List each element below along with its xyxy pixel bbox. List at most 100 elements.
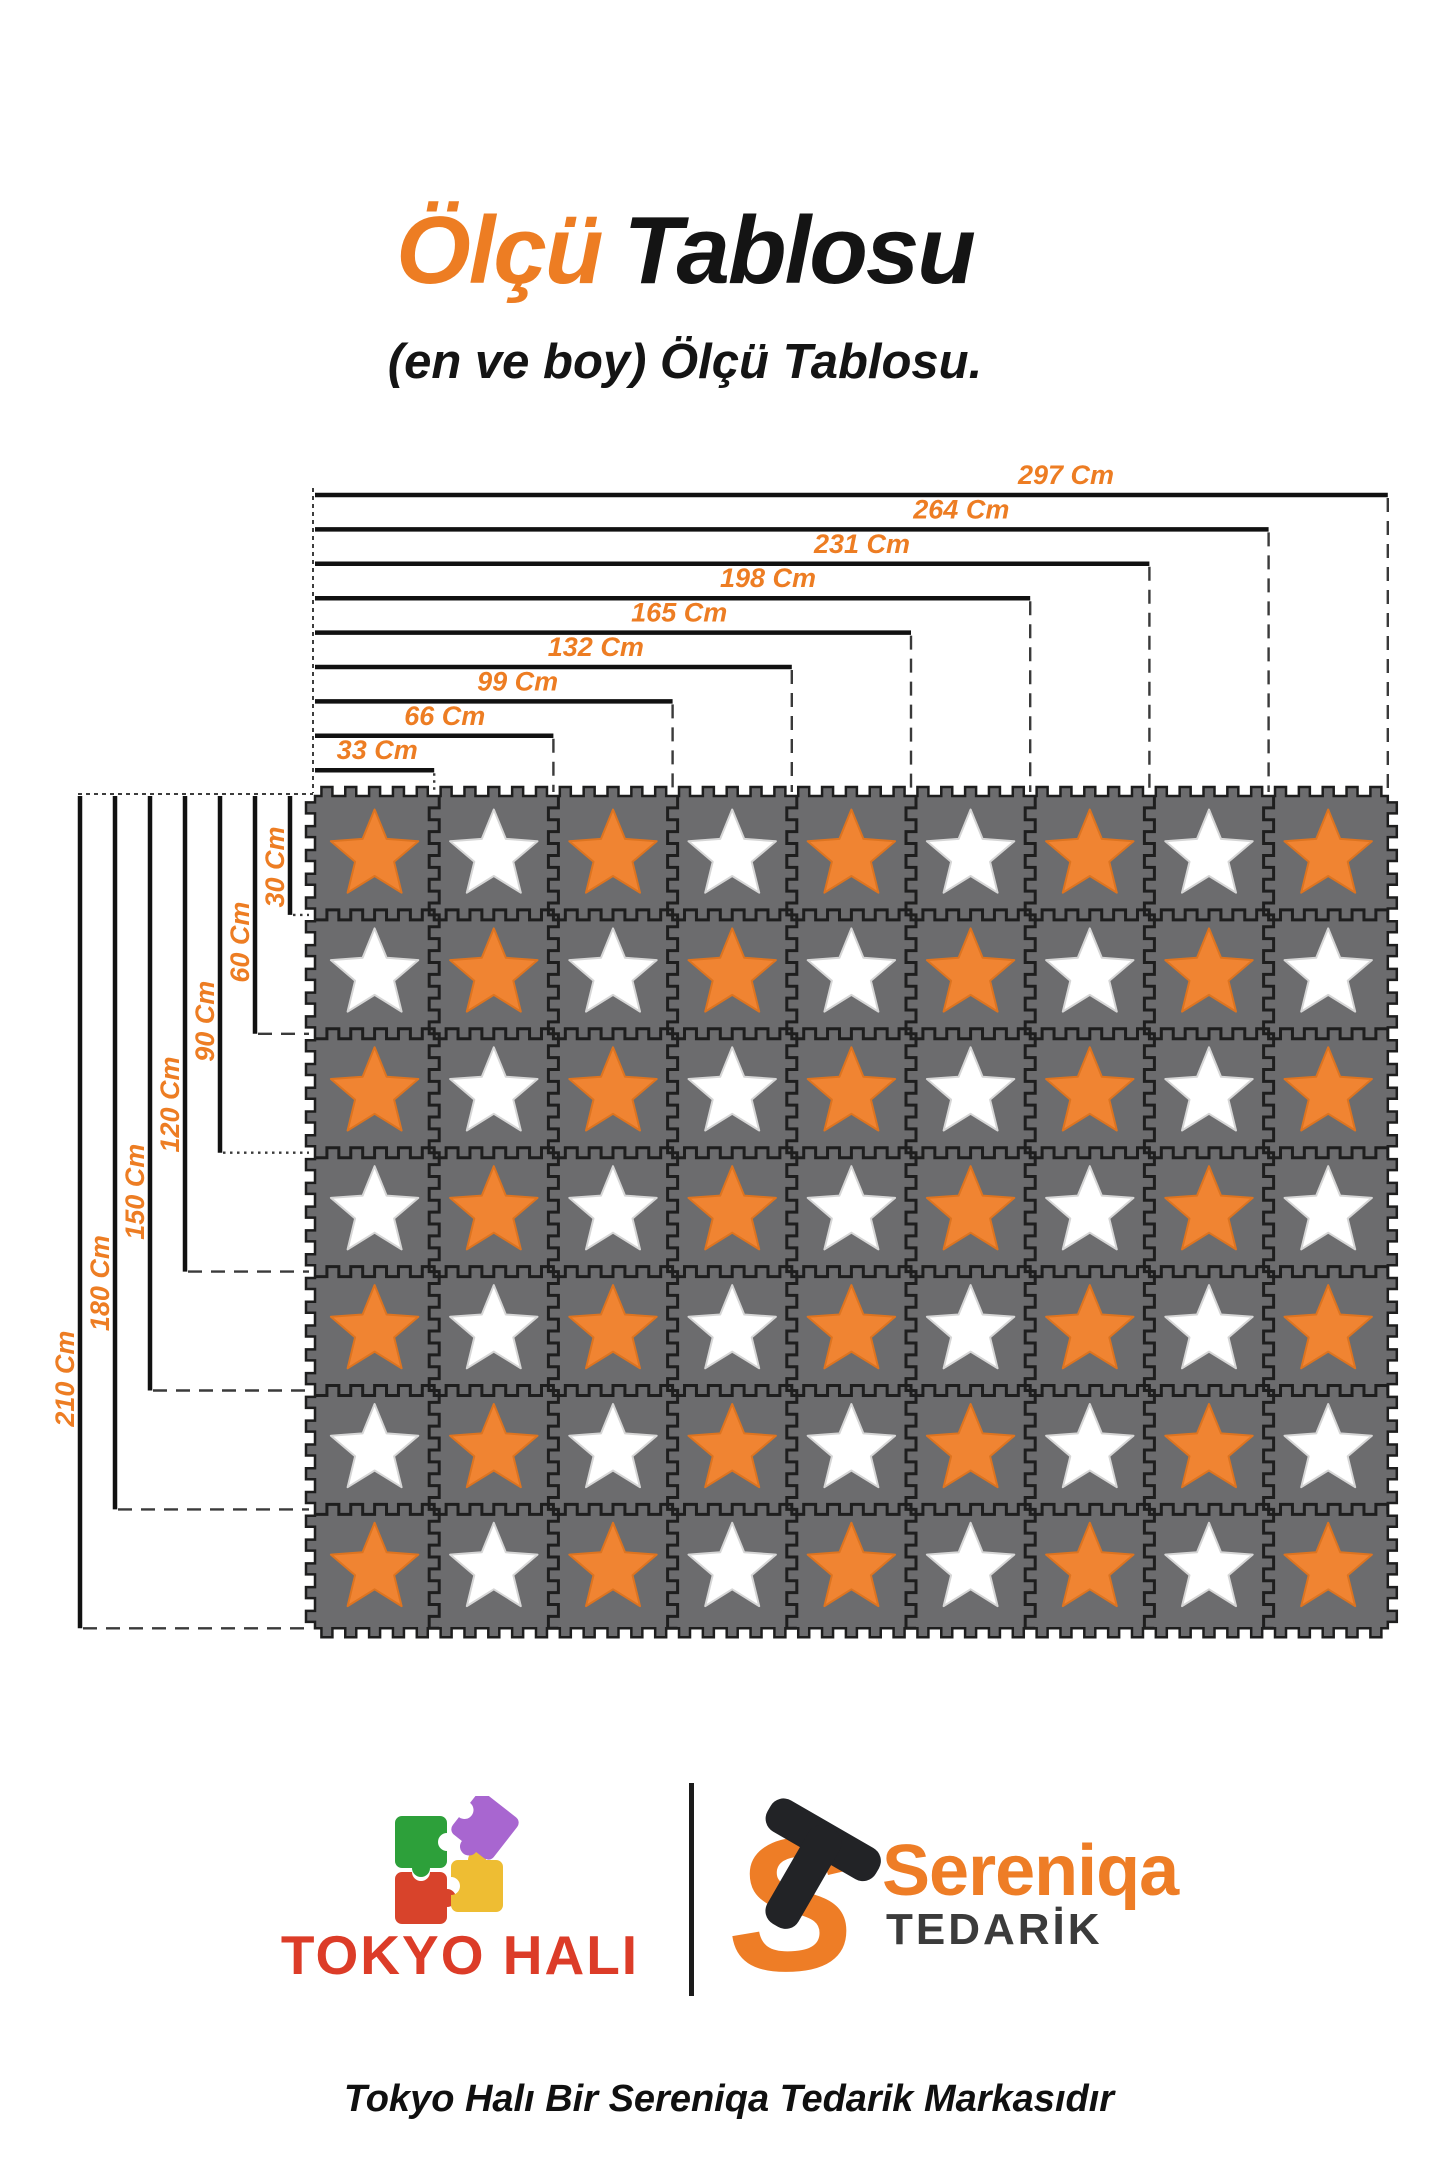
orange-star-r6-c6 (1045, 1521, 1135, 1608)
page-title-rest: Tablosu (623, 197, 975, 304)
height-dimension-label-90: 90 Cm (190, 981, 220, 1062)
width-dimension-label-99: 99 Cm (477, 666, 558, 696)
orange-star-r2-c4 (806, 1046, 897, 1132)
mat-seam-horizontal-5 (315, 1384, 1390, 1397)
brand-tagline: Tokyo Halı Bir Sereniqa Tedarik Markasıd… (343, 2078, 1115, 2120)
white-star-r4-c7 (1164, 1284, 1254, 1370)
width-dimension-label-198: 198 Cm (720, 563, 816, 593)
orange-star-r5-c7 (1164, 1403, 1254, 1489)
height-dimension-label-150: 150 Cm (120, 1144, 150, 1240)
puzzle-pieces-icon (395, 1796, 519, 1924)
orange-star-r5-c3 (687, 1403, 777, 1489)
sereniqa-monogram-t (765, 1798, 881, 1929)
sereniqa-subtitle: TEDARİK (886, 1905, 1103, 1954)
white-star-r1-c4 (806, 927, 897, 1013)
mat-seam-vertical-2 (546, 796, 560, 1630)
height-dimension-label-120: 120 Cm (155, 1056, 185, 1152)
sereniqa-wordmark: Sereniqa (882, 1831, 1179, 1911)
white-star-r2-c5 (925, 1046, 1016, 1132)
height-dimension-label-30: 30 Cm (260, 826, 290, 907)
white-star-r2-c3 (687, 1046, 777, 1132)
mat-seam-vertical-7 (1142, 796, 1156, 1630)
orange-star-r1-c1 (449, 927, 539, 1013)
height-dimension-label-60: 60 Cm (225, 902, 255, 983)
orange-star-r6-c8 (1283, 1521, 1373, 1608)
puzzle-piece-green (395, 1816, 447, 1877)
white-star-r3-c8 (1283, 1165, 1373, 1251)
mat-seam-horizontal-6 (315, 1502, 1390, 1516)
width-dimension-label-231: 231 Cm (813, 529, 910, 559)
white-star-r1-c0 (329, 927, 420, 1013)
orange-star-r4-c8 (1283, 1284, 1373, 1370)
puzzle-piece-purple (451, 1796, 519, 1860)
orange-star-r0-c8 (1283, 808, 1373, 894)
orange-star-r3-c3 (687, 1165, 777, 1251)
height-dimension-label-180: 180 Cm (85, 1235, 115, 1331)
white-star-r0-c3 (687, 808, 777, 894)
width-dimension-label-297: 297 Cm (1017, 460, 1114, 490)
white-star-r2-c1 (449, 1046, 539, 1132)
white-star-r0-c7 (1164, 808, 1254, 894)
width-dimension-label-165: 165 Cm (631, 598, 727, 628)
white-star-r2-c7 (1164, 1046, 1254, 1132)
white-star-r3-c0 (329, 1165, 420, 1251)
logo-divider (689, 1783, 694, 1996)
mat-seam-vertical-5 (904, 796, 918, 1630)
puzzle-piece-yellow (451, 1851, 503, 1912)
page-title: Ölçü Tablosu (0, 198, 1370, 304)
orange-star-r3-c1 (449, 1165, 539, 1251)
white-star-r3-c6 (1045, 1165, 1135, 1251)
orange-star-r2-c0 (329, 1046, 420, 1132)
orange-star-r1-c5 (925, 927, 1016, 1013)
orange-star-r0-c6 (1045, 808, 1135, 894)
orange-star-r0-c4 (806, 808, 897, 894)
white-star-r0-c1 (449, 808, 539, 894)
white-star-r1-c2 (568, 927, 658, 1013)
white-star-r5-c4 (806, 1403, 897, 1489)
page-title-accent: Ölçü (396, 197, 603, 304)
orange-star-r6-c0 (329, 1521, 420, 1608)
mat-seam-vertical-4 (785, 796, 799, 1630)
white-star-r4-c3 (687, 1284, 777, 1370)
orange-star-r3-c5 (925, 1165, 1016, 1251)
white-star-r1-c8 (1283, 927, 1373, 1013)
page-subtitle: (en ve boy) Ölçü Tablosu. (387, 335, 983, 389)
orange-star-r0-c0 (329, 808, 420, 894)
white-star-r5-c6 (1045, 1403, 1135, 1489)
orange-star-r4-c6 (1045, 1284, 1135, 1370)
width-dimension-label-132: 132 Cm (548, 632, 644, 662)
white-star-r6-c5 (925, 1521, 1016, 1608)
puzzle-piece-red (395, 1872, 456, 1924)
mat-seam-horizontal-3 (315, 1146, 1390, 1160)
mat-seam-vertical-1 (427, 796, 441, 1630)
orange-star-r4-c0 (329, 1284, 420, 1370)
orange-star-r1-c7 (1164, 927, 1254, 1013)
width-dimension-label-33: 33 Cm (337, 735, 418, 765)
white-star-r5-c0 (329, 1403, 420, 1489)
orange-star-r2-c2 (568, 1046, 658, 1132)
white-star-r3-c2 (568, 1165, 658, 1251)
white-star-r0-c5 (925, 808, 1016, 894)
mat-seam-horizontal-4 (315, 1265, 1390, 1279)
white-star-r5-c8 (1283, 1403, 1373, 1489)
white-star-r6-c1 (449, 1521, 539, 1608)
orange-star-r0-c2 (568, 808, 658, 894)
white-star-r6-c3 (687, 1521, 777, 1608)
orange-star-r5-c5 (925, 1403, 1016, 1489)
orange-star-r2-c6 (1045, 1046, 1135, 1132)
mat-seam-horizontal-1 (315, 908, 1390, 922)
white-star-r4-c5 (925, 1284, 1016, 1370)
orange-star-r2-c8 (1283, 1046, 1373, 1132)
white-star-r6-c7 (1164, 1521, 1254, 1608)
mat-seam-horizontal-2 (315, 1027, 1390, 1041)
mat-seam-vertical-3 (666, 796, 680, 1630)
orange-star-r5-c1 (449, 1403, 539, 1489)
width-dimension-label-66: 66 Cm (404, 701, 485, 731)
mat-seam-vertical-6 (1023, 796, 1037, 1630)
orange-star-r3-c7 (1164, 1165, 1254, 1251)
sereniqa-st-icon: S (730, 1798, 881, 1993)
white-star-r4-c1 (449, 1284, 539, 1370)
orange-star-r1-c3 (687, 927, 777, 1013)
